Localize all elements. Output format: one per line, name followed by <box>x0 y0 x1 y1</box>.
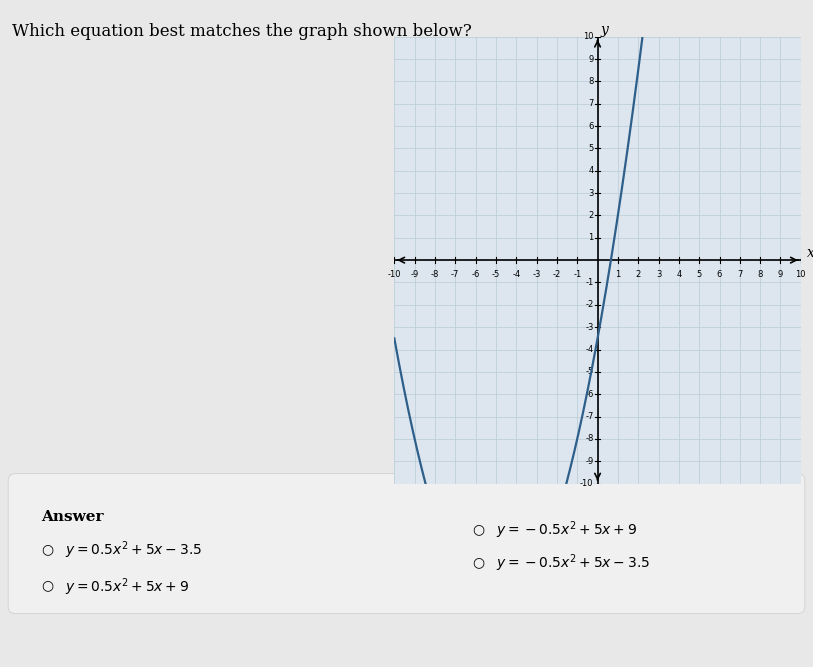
Text: 3: 3 <box>588 189 593 197</box>
Text: 6: 6 <box>717 270 722 279</box>
Text: $y = -0.5x^2 + 5x - 3.5$: $y = -0.5x^2 + 5x - 3.5$ <box>496 553 650 574</box>
Text: 7: 7 <box>588 99 593 108</box>
Text: -8: -8 <box>585 434 593 444</box>
Text: -3: -3 <box>533 270 541 279</box>
Text: $\bigcirc$: $\bigcirc$ <box>41 580 54 594</box>
Text: -9: -9 <box>411 270 419 279</box>
Text: -6: -6 <box>472 270 480 279</box>
Text: Answer: Answer <box>41 510 103 524</box>
Text: $y = 0.5x^2 + 5x - 3.5$: $y = 0.5x^2 + 5x - 3.5$ <box>65 540 202 561</box>
Text: 5: 5 <box>589 144 593 153</box>
Text: -4: -4 <box>585 345 593 354</box>
Text: -6: -6 <box>585 390 593 399</box>
Text: 1: 1 <box>589 233 593 242</box>
Text: $\bigcirc$: $\bigcirc$ <box>472 556 485 571</box>
Text: 1: 1 <box>615 270 620 279</box>
Text: -10: -10 <box>580 479 593 488</box>
Text: -10: -10 <box>388 270 401 279</box>
Text: $y = 0.5x^2 + 5x + 9$: $y = 0.5x^2 + 5x + 9$ <box>65 576 189 598</box>
Text: Which equation best matches the graph shown below?: Which equation best matches the graph sh… <box>12 23 472 40</box>
Text: 3: 3 <box>656 270 661 279</box>
Text: -1: -1 <box>573 270 581 279</box>
Text: 8: 8 <box>758 270 763 279</box>
Text: 7: 7 <box>737 270 742 279</box>
Text: 6: 6 <box>588 121 593 131</box>
Text: 9: 9 <box>589 55 593 63</box>
Text: -5: -5 <box>492 270 500 279</box>
Text: $\bigcirc$: $\bigcirc$ <box>472 523 485 538</box>
Text: -7: -7 <box>451 270 459 279</box>
Text: 10: 10 <box>796 270 806 279</box>
Text: 2: 2 <box>636 270 641 279</box>
Text: 4: 4 <box>589 166 593 175</box>
Text: 8: 8 <box>588 77 593 86</box>
Text: 2: 2 <box>589 211 593 220</box>
Text: -2: -2 <box>553 270 561 279</box>
Text: 5: 5 <box>697 270 702 279</box>
Text: -5: -5 <box>585 368 593 376</box>
Text: -2: -2 <box>585 300 593 309</box>
Text: y: y <box>601 23 609 37</box>
Text: -8: -8 <box>431 270 439 279</box>
Text: -7: -7 <box>585 412 593 421</box>
Text: -4: -4 <box>512 270 520 279</box>
Text: -9: -9 <box>585 457 593 466</box>
Text: 9: 9 <box>778 270 783 279</box>
Text: x: x <box>807 246 813 260</box>
Text: -3: -3 <box>585 323 593 331</box>
Text: -1: -1 <box>585 278 593 287</box>
Text: $\bigcirc$: $\bigcirc$ <box>41 543 54 558</box>
Text: $y = -0.5x^2 + 5x + 9$: $y = -0.5x^2 + 5x + 9$ <box>496 520 637 541</box>
Text: 4: 4 <box>676 270 681 279</box>
Text: 10: 10 <box>583 32 593 41</box>
